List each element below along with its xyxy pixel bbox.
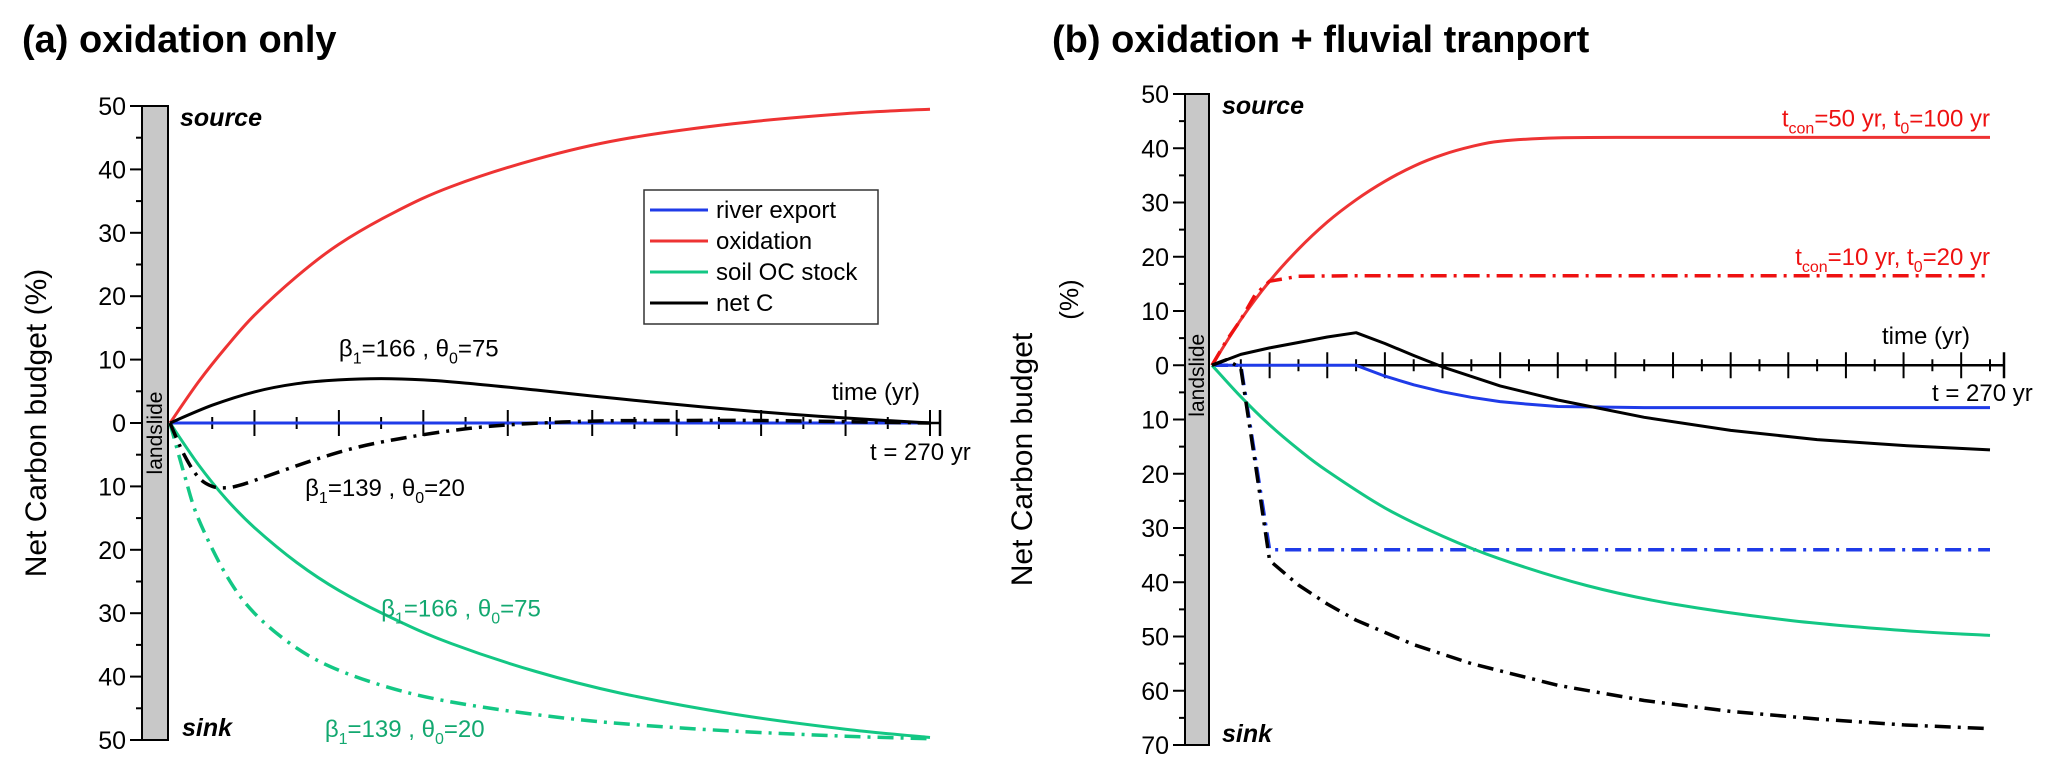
- panel-a-sink-label: sink: [182, 714, 233, 742]
- panel-a-annotations: β1=166 , θ0=75 β1=139 , θ0=20 β1=166 , θ0=…: [305, 335, 541, 747]
- legend-entry-label: net C: [716, 290, 773, 317]
- panel-b-annotations: tcon=50 yr, t0=100 yr tcon=10 yr, t0=20 y…: [1782, 106, 1990, 276]
- series-line-net-c-dashdot: [168, 418, 931, 490]
- y-tick-label: 50: [1141, 81, 1169, 109]
- series-line-net-c: [169, 377, 931, 425]
- series-line-soil-oc-stock-dashdot: [168, 422, 931, 741]
- series-line-oxidation: [168, 107, 931, 424]
- annotation-label: β1=166 , θ0=75: [381, 595, 541, 627]
- annotation-label: tcon=10 yr, t0=20 yr: [1795, 244, 1990, 276]
- y-tick-label: 20: [98, 283, 126, 311]
- y-tick-label: 40: [1141, 135, 1169, 163]
- y-tick-label: 40: [98, 664, 126, 692]
- y-tick-label: 40: [1141, 569, 1169, 597]
- panel-b-landslide-bar: [1184, 93, 1210, 746]
- series-line-oxidation: [1210, 135, 1990, 367]
- panel-a-landslide-label: landslide: [144, 392, 167, 475]
- panel-b-x-axis-label: time (yr): [1882, 323, 1970, 350]
- annotation-label: β1=166 , θ0=75: [339, 335, 499, 367]
- panel-a-title: (a) oxidation only: [22, 19, 337, 61]
- y-tick-label: 30: [98, 220, 126, 248]
- legend-entry-label: oxidation: [716, 228, 812, 255]
- panel-b-series: [1210, 135, 1991, 731]
- panel-b-title: (b) oxidation + fluvial tranport: [1052, 19, 1590, 61]
- panel-b-sink-label: sink: [1222, 720, 1273, 748]
- panel-a: (a) oxidation only Net Carbon budget (%)…: [20, 19, 971, 755]
- y-tick-label: 20: [1141, 461, 1169, 489]
- y-tick-label: 0: [112, 410, 126, 438]
- panel-a-x-end-label: t = 270 yr: [870, 439, 971, 466]
- y-tick-label: 20: [98, 537, 126, 565]
- panel-b-y-axis-label: Net Carbon budget: [1006, 332, 1039, 586]
- y-tick-label: 10: [1141, 407, 1169, 435]
- legend-entry-label: soil OC stock: [716, 259, 858, 286]
- y-tick-label: 10: [1141, 298, 1169, 326]
- y-tick-label: 0: [1155, 352, 1169, 380]
- panel-b-landslide-label: landslide: [1186, 334, 1209, 417]
- panel-a-y-axis-label: Net Carbon budget (%): [20, 269, 53, 578]
- series-line-net-c-dashdot: [1211, 358, 1991, 731]
- series-line-oxidation-dashdot: [1210, 273, 1990, 367]
- y-tick-label: 20: [1141, 244, 1169, 272]
- legend-entry-label: river export: [716, 197, 836, 224]
- y-tick-label: 10: [98, 473, 126, 501]
- series-line-soil-oc-stock: [168, 422, 931, 739]
- series-line-river-export: [1212, 363, 1990, 410]
- annotation-label: tcon=50 yr, t0=100 yr: [1782, 106, 1990, 138]
- y-tick-label: 50: [1141, 624, 1169, 652]
- series-line-soil-oc-stock: [1210, 364, 1991, 637]
- panel-b-y-axis-unit: (%): [1054, 279, 1084, 319]
- y-tick-label: 30: [1141, 515, 1169, 543]
- y-tick-label: 40: [98, 156, 126, 184]
- panel-b-source-label: source: [1222, 92, 1304, 120]
- y-tick-label: 50: [98, 93, 126, 121]
- panel-a-legend: river export oxidation soil OC stock net C: [643, 189, 879, 325]
- panel-b-y-axis: 50 40 30 20 10 0 10 20 30 40 50 60 70: [1141, 81, 1186, 760]
- y-tick-label: 60: [1141, 678, 1169, 706]
- annotation-label: β1=139 , θ0=20: [325, 716, 485, 748]
- y-tick-label: 30: [98, 600, 126, 628]
- panel-b: (b) oxidation + fluvial tranport Net Car…: [1006, 19, 2033, 760]
- panel-b-x-end-label: t = 270 yr: [1932, 380, 2033, 407]
- panel-a-series: [168, 107, 931, 741]
- y-tick-label: 70: [1141, 732, 1169, 760]
- y-tick-label: 50: [98, 727, 126, 755]
- series-line-net-c: [1211, 331, 1991, 452]
- panel-a-x-axis-label: time (yr): [832, 379, 920, 406]
- annotation-label: β1=139 , θ0=20: [305, 475, 465, 507]
- y-tick-label: 30: [1141, 190, 1169, 218]
- y-tick-label: 10: [98, 347, 126, 375]
- series-line-river-export-dashdot: [1212, 363, 1990, 552]
- panel-a-y-axis: 50 40 30 20 10 0 10 20 30 40 50: [98, 93, 143, 755]
- panel-a-source-label: source: [180, 104, 262, 132]
